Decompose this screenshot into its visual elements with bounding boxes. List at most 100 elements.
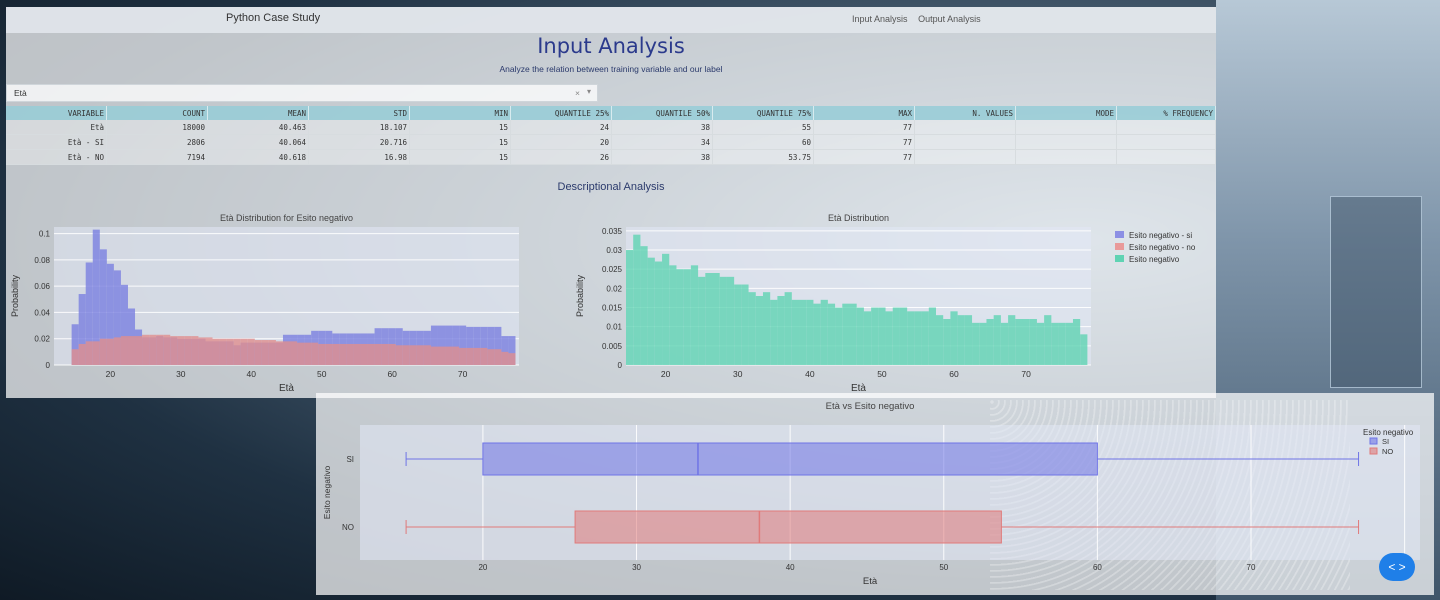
histogram-bar: [452, 346, 460, 365]
histogram-esito-chart[interactable]: 0 0.02 0.04 0.06 0.08 0.1 20 30 40 50 60 70 Età Dist…: [6, 205, 526, 395]
histogram-bar: [654, 261, 663, 365]
histogram-overall-chart[interactable]: 0 0.005 0.01 0.015 0.02 0.025 0.03 0.035 20 30 40 5…: [566, 205, 1216, 395]
x-tick-label: 50: [939, 563, 948, 572]
x-tick-label: 70: [458, 369, 468, 379]
histogram-bar: [770, 299, 778, 365]
table-cell[interactable]: Età - SI: [6, 134, 107, 150]
table-cell[interactable]: 55: [712, 120, 814, 135]
header-quantile-25[interactable]: QUANTILE 25%: [510, 106, 612, 120]
table-cell[interactable]: 20.716: [308, 134, 410, 150]
histogram-bar: [247, 338, 255, 365]
header-frequency[interactable]: % FREQUENCY: [1116, 106, 1216, 120]
boxplot-panel: 20304050607080SINOEtà vs Esito negativoE…: [316, 393, 1434, 595]
histogram-bar: [318, 343, 326, 365]
table-cell[interactable]: 77: [813, 134, 915, 150]
table-cell[interactable]: 18000: [106, 120, 208, 135]
histogram-bar: [791, 299, 800, 365]
table-cell[interactable]: Età: [6, 120, 107, 135]
nav-link-input-analysis[interactable]: Input Analysis: [852, 14, 908, 24]
histogram-bar: [99, 338, 107, 365]
box-iqr: [482, 442, 1098, 476]
table-cell[interactable]: 77: [813, 149, 915, 165]
histogram-bar: [205, 337, 213, 365]
x-tick-label: 40: [786, 563, 795, 572]
table-cell[interactable]: 38: [611, 120, 713, 135]
header-min[interactable]: MIN: [409, 106, 511, 120]
histogram-bar: [346, 343, 354, 365]
table-cell[interactable]: 15: [409, 120, 511, 135]
table-cell[interactable]: 60: [712, 134, 814, 150]
table-cell[interactable]: 40.618: [207, 149, 309, 165]
table-cell[interactable]: 34: [611, 134, 713, 150]
header-std[interactable]: STD: [308, 106, 410, 120]
header-mean[interactable]: MEAN: [207, 106, 309, 120]
nav-links: Input Analysis Output Analysis: [852, 14, 989, 24]
header-max[interactable]: MAX: [813, 106, 915, 120]
header-variable[interactable]: VARIABLE: [6, 106, 107, 120]
y-tick-label: 0: [46, 361, 51, 370]
table-cell[interactable]: [1015, 149, 1117, 165]
histogram-bar: [921, 311, 929, 365]
histogram-bar: [647, 257, 655, 365]
table-cell[interactable]: 40.463: [207, 120, 309, 135]
y-tick-label: 0.01: [606, 323, 622, 332]
x-tick-label: 50: [317, 369, 327, 379]
table-cell[interactable]: [914, 149, 1016, 165]
header-quantile-75[interactable]: QUANTILE 75%: [712, 106, 814, 120]
histogram-bar: [633, 234, 641, 365]
histogram-bar: [1000, 322, 1009, 365]
clear-icon[interactable]: ×: [575, 88, 580, 98]
table-cell[interactable]: 2806: [106, 134, 208, 150]
x-axis-label: Età: [863, 576, 878, 587]
histogram-bar: [85, 262, 93, 365]
table-cell[interactable]: 16.98: [308, 149, 410, 165]
histogram-bar: [445, 346, 453, 365]
histogram-bar: [734, 284, 742, 365]
histogram-bar: [914, 311, 922, 365]
histogram-bar: [360, 343, 368, 365]
table-cell[interactable]: 7194: [106, 149, 208, 165]
y-tick-label: 0.1: [39, 230, 51, 239]
histogram-bar: [820, 299, 828, 365]
histogram-bar: [78, 343, 86, 365]
histogram-bar: [813, 303, 821, 365]
legend-label: NO: [1382, 447, 1393, 456]
table-cell[interactable]: 77: [813, 120, 915, 135]
y-tick-label: 0.04: [34, 308, 50, 317]
header-count[interactable]: COUNT: [106, 106, 208, 120]
table-row: Età - SI 2806 40.064 20.716 15 20 34 60 …: [6, 134, 1216, 150]
table-cell[interactable]: [1015, 134, 1117, 150]
table-cell[interactable]: [1116, 134, 1216, 150]
chevron-down-icon[interactable]: ▾: [587, 87, 592, 96]
table-cell[interactable]: [914, 120, 1016, 135]
header-quantile-50[interactable]: QUANTILE 50%: [611, 106, 713, 120]
table-cell[interactable]: 15: [409, 149, 511, 165]
histogram-bar: [374, 343, 382, 365]
table-cell[interactable]: 53.75: [712, 149, 814, 165]
header-n-values[interactable]: N. VALUES: [914, 106, 1016, 120]
table-cell[interactable]: [1015, 120, 1117, 135]
table-cell[interactable]: [1116, 149, 1216, 165]
table-cell[interactable]: 24: [510, 120, 612, 135]
header-mode[interactable]: MODE: [1015, 106, 1117, 120]
x-tick-label: 20: [106, 369, 116, 379]
x-axis-label: Età: [851, 383, 866, 394]
y-tick-label: 0.005: [602, 342, 623, 351]
table-cell[interactable]: [1116, 120, 1216, 135]
table-cell[interactable]: [914, 134, 1016, 150]
table-cell[interactable]: 20: [510, 134, 612, 150]
x-tick-label: 60: [949, 369, 959, 379]
nav-link-output-analysis[interactable]: Output Analysis: [918, 14, 981, 24]
table-cell[interactable]: 38: [611, 149, 713, 165]
table-cell[interactable]: 18.107: [308, 120, 410, 135]
slide-nav-arrows[interactable]: < >: [1379, 553, 1415, 581]
histogram-bar: [120, 284, 128, 365]
navbar-brand[interactable]: Python Case Study: [226, 12, 321, 24]
boxplot-chart[interactable]: 20304050607080SINOEtà vs Esito negativoE…: [316, 393, 1434, 595]
variable-dropdown[interactable]: Età × ▾: [6, 84, 598, 102]
table-cell[interactable]: 40.064: [207, 134, 309, 150]
table-cell[interactable]: 15: [409, 134, 511, 150]
table-cell[interactable]: Età - NO: [6, 149, 107, 165]
table-cell[interactable]: 26: [510, 149, 612, 165]
x-tick-label: 60: [1093, 563, 1102, 572]
